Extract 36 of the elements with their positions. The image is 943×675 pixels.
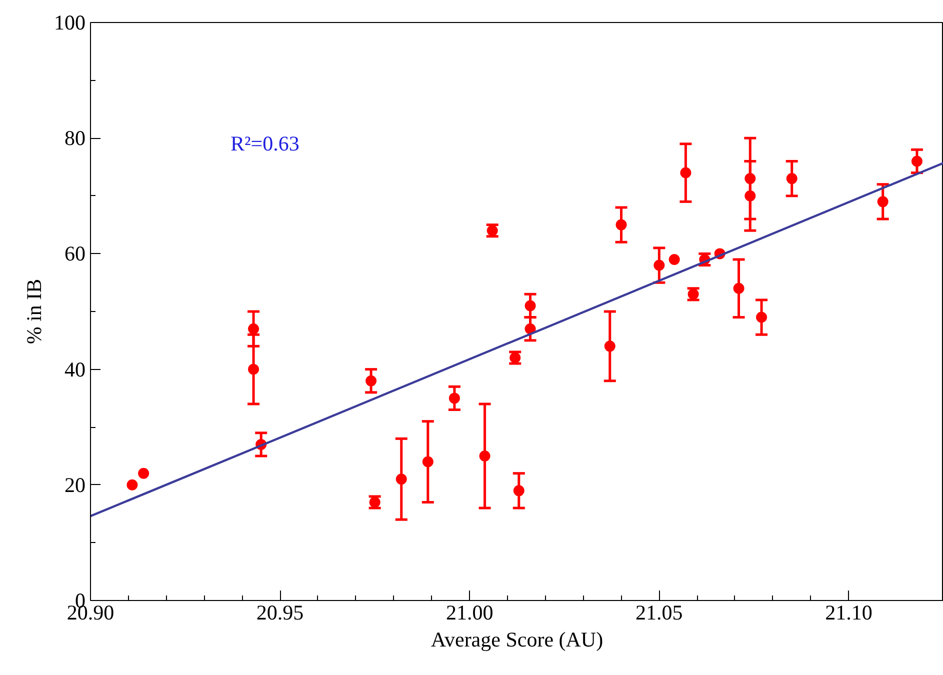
- x-axis-title: Average Score (AU): [430, 628, 604, 652]
- point: [513, 485, 524, 496]
- point: [756, 312, 768, 323]
- y-tick-label: 80: [64, 126, 86, 150]
- point: [248, 323, 260, 334]
- x-tick-label: 21.05: [636, 600, 683, 624]
- point: [248, 364, 260, 375]
- point: [448, 392, 460, 404]
- y-tick-label: 100: [54, 10, 86, 34]
- point: [396, 474, 407, 485]
- point: [524, 323, 536, 334]
- point: [877, 196, 888, 208]
- point: [616, 219, 627, 230]
- point: [126, 479, 138, 490]
- point: [744, 190, 756, 202]
- y-tick-label: 40: [64, 357, 86, 382]
- point: [668, 254, 680, 265]
- x-tick-label: 21.10: [825, 600, 872, 624]
- point: [744, 173, 756, 184]
- y-tick-label: 20: [64, 472, 86, 497]
- annotation: R²=0.63: [230, 132, 300, 156]
- x-tick-label: 21.00: [446, 600, 494, 624]
- point: [422, 456, 434, 468]
- point: [524, 300, 536, 312]
- y-axis-title: % in IB: [22, 278, 46, 344]
- point: [654, 260, 665, 271]
- point: [680, 167, 692, 178]
- y-tick-label: 60: [64, 242, 86, 266]
- point: [733, 282, 744, 294]
- point: [479, 450, 490, 462]
- point: [138, 468, 150, 479]
- point: [786, 173, 798, 184]
- point: [604, 340, 616, 352]
- x-tick-label: 20.95: [256, 600, 304, 624]
- point: [911, 156, 922, 167]
- point: [366, 375, 377, 386]
